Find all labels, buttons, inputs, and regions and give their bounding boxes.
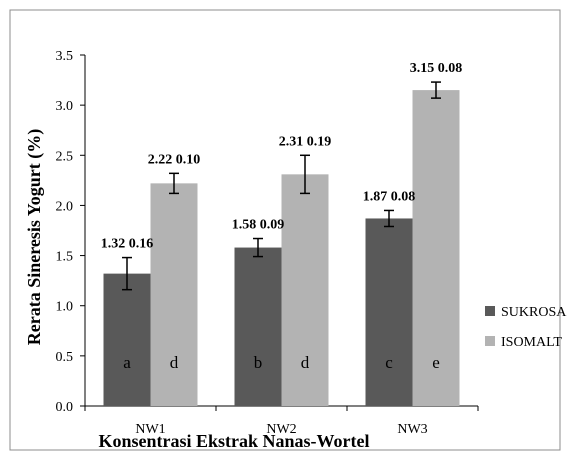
bar-sukrosa — [365, 218, 413, 406]
y-tick-label: 3.0 — [56, 99, 74, 114]
y-tick-label: 0.0 — [56, 400, 74, 415]
legend-label: ISOMALT — [501, 335, 562, 350]
data-label: 1.58 0.09 — [232, 218, 285, 233]
data-label: 3.15 0.08 — [410, 61, 463, 76]
bar-sukrosa — [234, 247, 282, 406]
y-tick-label: 1.0 — [56, 300, 74, 315]
x-tick-label: NW3 — [397, 422, 427, 437]
group-letter: a — [123, 353, 131, 372]
data-label: 2.31 0.19 — [279, 134, 332, 149]
legend-swatch — [485, 306, 495, 316]
y-tick-label: 3.5 — [56, 49, 74, 64]
data-label: 1.32 0.16 — [101, 237, 154, 252]
x-axis-title: Konsentrasi Ekstrak Nanas-Wortel — [98, 431, 369, 451]
x-tick-label: NW1 — [135, 422, 165, 437]
bar-sukrosa — [103, 273, 151, 406]
y-tick-label: 2.5 — [56, 149, 74, 164]
bar-isomalt — [150, 183, 198, 406]
group-letter: d — [301, 353, 310, 372]
y-tick-label: 0.5 — [56, 350, 74, 365]
group-letter: c — [385, 353, 393, 372]
group-letter: d — [170, 353, 179, 372]
x-tick-label: NW2 — [266, 422, 296, 437]
data-label: 2.22 0.10 — [148, 152, 201, 167]
data-label: 1.87 0.08 — [363, 189, 416, 204]
legend-swatch — [485, 336, 495, 346]
legend-label: SUKROSA — [501, 305, 567, 320]
y-axis-title: Rerata Sineresis Yogurt (%) — [24, 129, 45, 345]
group-letter: b — [254, 353, 263, 372]
bar-isomalt — [412, 90, 460, 406]
group-letter: e — [432, 353, 440, 372]
y-tick-label: 2.0 — [56, 199, 74, 214]
bar-isomalt — [281, 174, 329, 406]
y-tick-label: 1.5 — [56, 250, 74, 265]
